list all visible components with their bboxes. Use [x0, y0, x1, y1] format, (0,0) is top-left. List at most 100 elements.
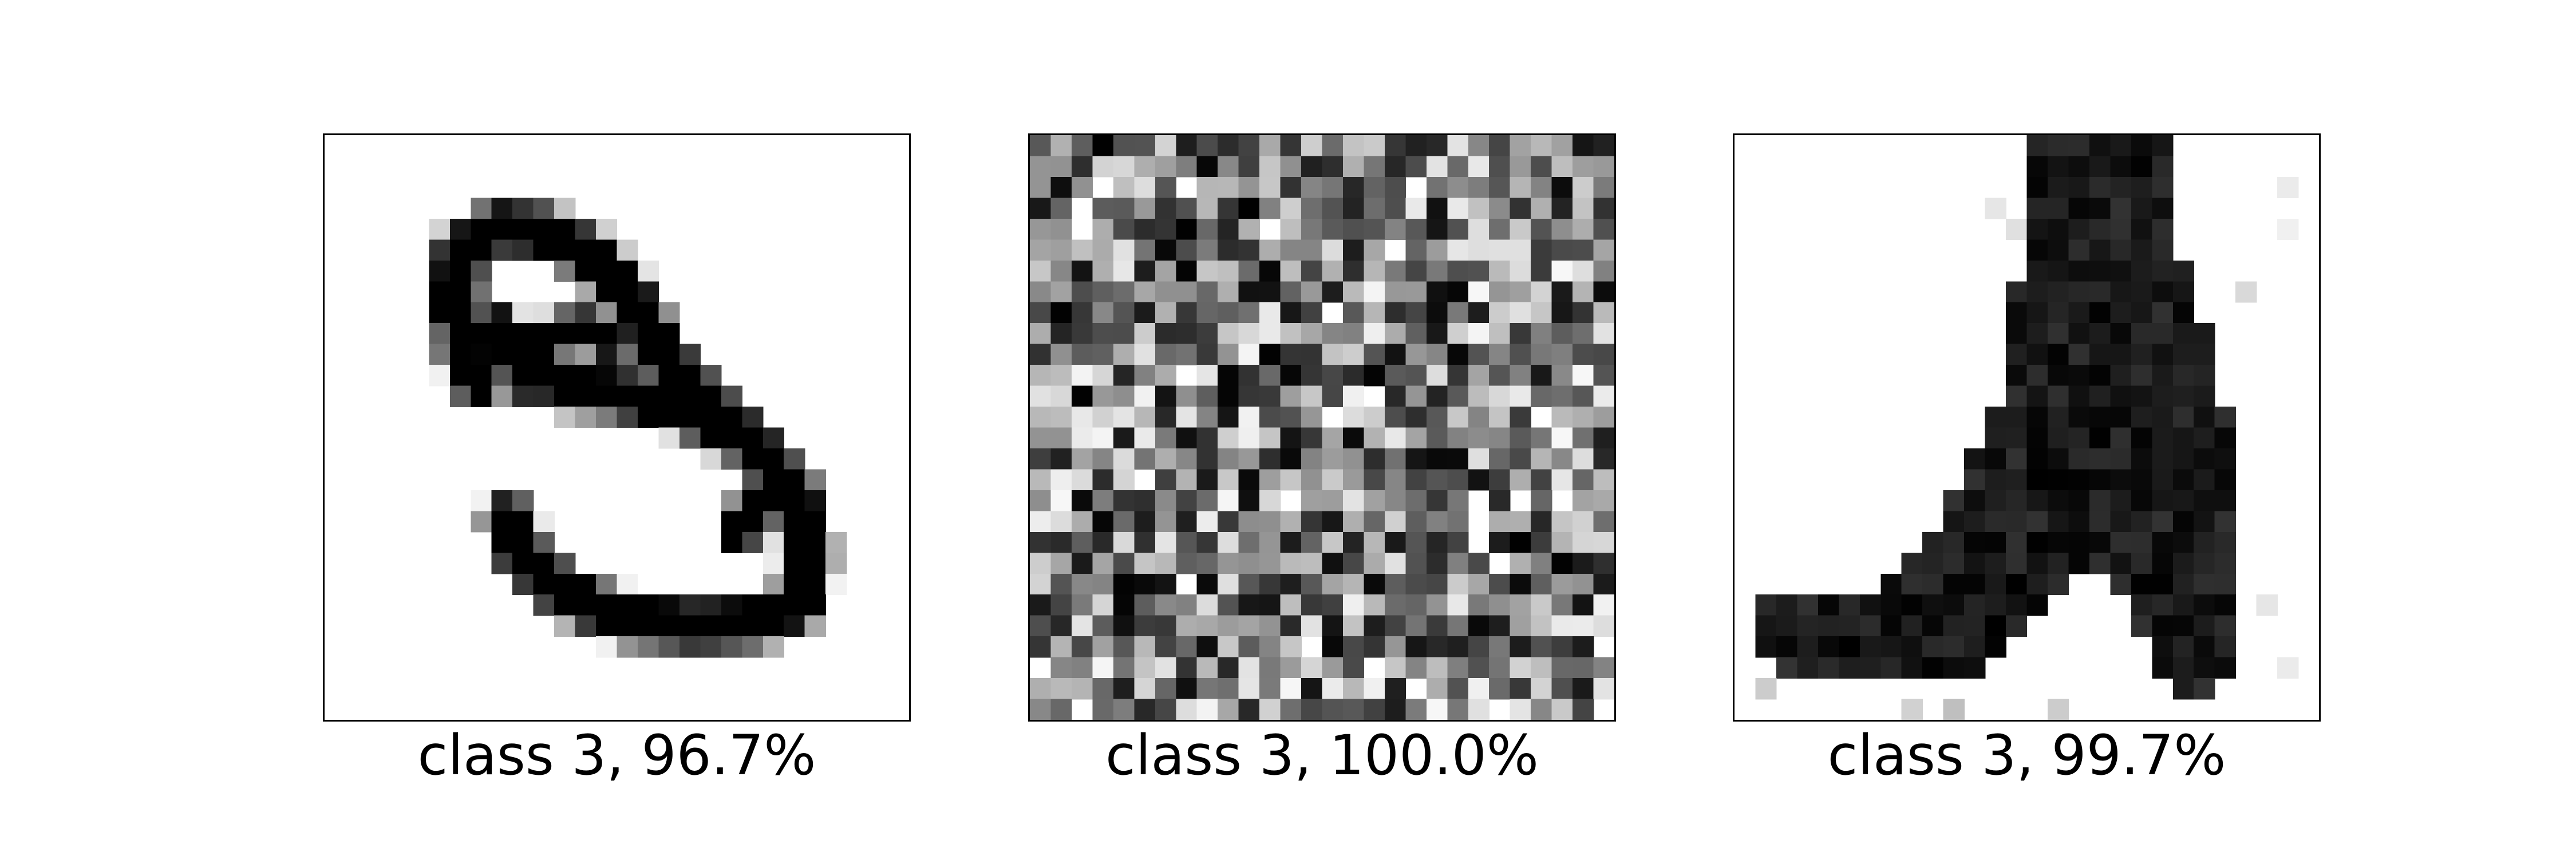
pixel [1155, 302, 1176, 324]
pixel [1342, 365, 1365, 387]
pixel [1426, 260, 1448, 282]
pixel [2089, 218, 2111, 241]
pixel [1943, 531, 1965, 554]
pixel [1593, 531, 1614, 554]
pixel [1322, 344, 1344, 365]
pixel [1593, 594, 1614, 616]
pixel [1551, 135, 1573, 157]
pixel [1092, 594, 1114, 616]
pixel [762, 469, 784, 491]
pixel [2110, 281, 2132, 303]
pixel [1259, 678, 1281, 700]
pixel [2047, 218, 2069, 241]
pixel [1050, 511, 1072, 533]
pixel [1176, 135, 1198, 157]
pixel [596, 218, 618, 241]
pixel [1447, 469, 1469, 491]
pixel [1531, 218, 1552, 241]
pixel [1510, 553, 1531, 574]
pixel [1426, 615, 1448, 637]
pixel [1405, 427, 1427, 449]
pixel [512, 239, 534, 261]
pixel [1489, 302, 1511, 324]
pixel [1593, 511, 1614, 533]
pixel [2047, 281, 2069, 303]
pixel [1301, 573, 1323, 595]
pixel [1447, 198, 1469, 219]
pixel [1134, 407, 1156, 428]
pixel [1426, 344, 1448, 365]
pixel [1259, 657, 1281, 679]
pixel [1155, 699, 1176, 720]
pixel [700, 365, 722, 387]
pixel [596, 365, 618, 387]
pixel [1259, 427, 1281, 449]
pixel [1134, 553, 1156, 574]
pixel [1468, 176, 1490, 199]
pixel [1880, 594, 1902, 616]
pixel [1113, 678, 1135, 700]
pixel [1593, 553, 1614, 574]
pixel [617, 407, 638, 428]
pixel [742, 490, 764, 512]
pixel [2131, 594, 2153, 616]
pixel [825, 553, 847, 574]
pixel [2047, 176, 2069, 199]
pixel [2194, 678, 2215, 700]
pixel [1901, 594, 1923, 616]
pixel [1447, 615, 1469, 637]
pixel [1551, 531, 1573, 554]
pixel [1071, 531, 1093, 554]
pixel [1426, 176, 1448, 199]
pixel [2068, 218, 2090, 241]
pixel [1943, 636, 1965, 658]
pixel [1384, 490, 1406, 512]
pixel [491, 218, 513, 241]
pixel [1218, 490, 1239, 512]
pixel [429, 302, 451, 324]
pixel [1964, 448, 1986, 470]
pixel [1155, 365, 1176, 387]
pixel [1238, 323, 1260, 345]
pixel [2068, 553, 2090, 574]
pixel [1489, 218, 1511, 241]
pixel [1468, 323, 1490, 345]
pixel [1426, 218, 1448, 241]
pixel [1510, 176, 1531, 199]
pixel [1797, 636, 1819, 658]
pixel [1113, 260, 1135, 282]
pixel [1196, 344, 1218, 365]
pixel [1985, 490, 2006, 512]
pixel [1489, 281, 1511, 303]
pixel [2006, 531, 2028, 554]
pixel [1030, 636, 1052, 658]
pixel [1551, 573, 1573, 595]
pixel [2006, 511, 2028, 533]
pixel [1030, 176, 1052, 199]
pixel [1468, 615, 1490, 637]
pixel [1839, 636, 1860, 658]
pixel [449, 281, 471, 303]
pixel [1113, 407, 1135, 428]
pixel [1155, 678, 1176, 700]
pixel [700, 615, 722, 637]
pixel [2047, 469, 2069, 491]
pixel [2214, 448, 2236, 470]
pixel [1155, 657, 1176, 679]
pixel [1301, 156, 1323, 178]
pixel [1134, 198, 1156, 219]
pixel [1113, 239, 1135, 261]
pixel [1218, 511, 1239, 533]
pixel [1238, 448, 1260, 470]
pixel [2089, 302, 2111, 324]
pixel [1551, 469, 1573, 491]
pixel [1405, 365, 1427, 387]
pixel [721, 407, 743, 428]
pixel [1176, 490, 1198, 512]
pixel [1259, 323, 1281, 345]
pixel [512, 531, 534, 554]
pixel [1134, 678, 1156, 700]
pixel [1531, 573, 1552, 595]
pixel [596, 385, 618, 407]
pixel [1280, 198, 1302, 219]
